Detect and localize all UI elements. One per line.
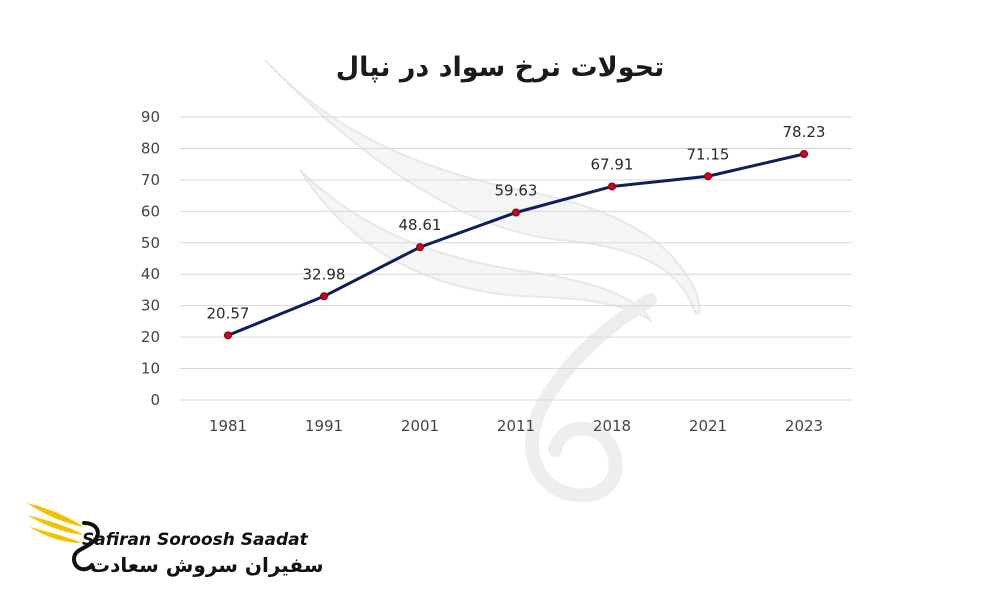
x-tick-label: 2018 (593, 417, 631, 435)
y-tick-label: 90 (141, 108, 160, 126)
data-point (512, 208, 520, 217)
chart-title: تحولات نرخ سواد در نپال (335, 52, 665, 83)
x-tick-label: 2021 (689, 417, 727, 435)
data-label: 48.61 (399, 216, 442, 234)
data-label: 59.63 (495, 181, 538, 199)
data-label: 20.57 (207, 304, 250, 322)
y-tick-label: 20 (141, 328, 160, 346)
data-point (800, 150, 808, 159)
watermark-icon (264, 59, 701, 503)
x-tick-label: 2011 (497, 417, 535, 435)
data-label: 32.98 (303, 265, 346, 283)
data-point (704, 172, 712, 181)
data-point (224, 331, 232, 340)
data-label: 71.15 (687, 145, 730, 163)
y-tick-label: 0 (150, 391, 160, 409)
y-tick-label: 80 (141, 139, 160, 157)
y-tick-label: 70 (141, 171, 160, 189)
x-tick-label: 1981 (209, 417, 247, 435)
data-point (320, 292, 328, 301)
x-tick-label: 2023 (785, 417, 823, 435)
brand-name-en: Safiran Soroosh Saadat (82, 530, 308, 550)
data-point (608, 182, 616, 191)
y-tick-label: 30 (141, 297, 160, 315)
x-tick-label: 1991 (305, 417, 343, 435)
x-tick-label: 2001 (401, 417, 439, 435)
y-tick-label: 60 (141, 202, 160, 220)
data-label: 67.91 (591, 155, 634, 173)
y-tick-label: 50 (141, 234, 160, 252)
brand-name-fa: سفیران سروش سعادت (90, 553, 324, 577)
y-tick-label: 40 (141, 265, 160, 283)
data-label: 78.23 (783, 123, 826, 141)
wing-logo-icon (27, 503, 100, 572)
y-tick-label: 10 (141, 360, 160, 378)
data-point (416, 243, 424, 252)
